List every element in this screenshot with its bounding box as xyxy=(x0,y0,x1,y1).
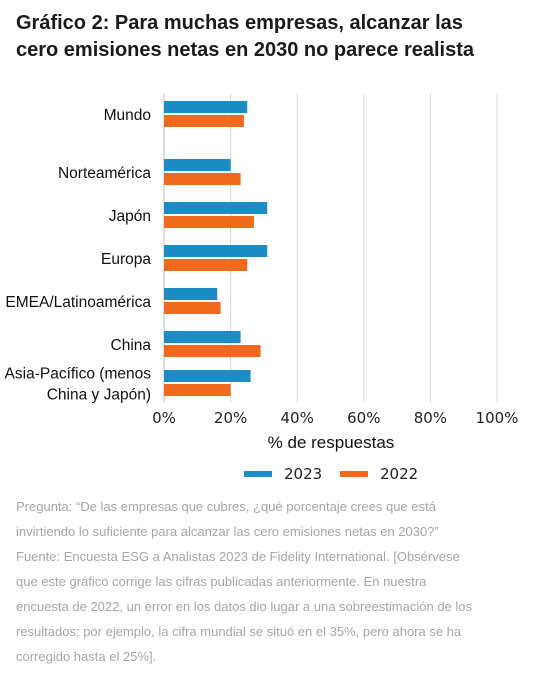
category-label: Japón xyxy=(109,208,151,225)
bar-2022 xyxy=(164,259,248,271)
footnote-line: Fuente: Encuesta ESG a Analistas 2023 de… xyxy=(16,549,460,564)
x-tick-label: 80% xyxy=(414,409,447,427)
category-label: Mundo xyxy=(104,107,151,124)
footnote-line: invirtiendo lo suficiente para alcanzar … xyxy=(16,524,439,539)
bar-2022 xyxy=(164,384,231,396)
chart-title-line-1: Gráfico 2: Para muchas empresas, alcanza… xyxy=(16,12,463,34)
bar-2022 xyxy=(164,216,254,228)
category-label: China xyxy=(111,337,152,354)
chart-title: Gráfico 2: Para muchas empresas, alcanza… xyxy=(16,10,526,64)
x-tick-label: 100% xyxy=(476,409,519,427)
bar-2022 xyxy=(164,345,261,357)
chart-title-line-2: cero emisiones netas en 2030 no parece r… xyxy=(16,39,475,61)
footnote-line: que este gráfico corrige las cifras publ… xyxy=(16,574,427,589)
footnote-line: resultados; por ejemplo, la cifra mundia… xyxy=(16,624,462,639)
bar-2023 xyxy=(164,288,218,300)
x-tick-label: 0% xyxy=(152,409,176,427)
category-label: Europa xyxy=(101,251,151,268)
bar-2023 xyxy=(164,101,248,113)
x-tick-labels: 0% 20% 40% 60% 80% 100% xyxy=(152,409,518,427)
bar-2023 xyxy=(164,331,241,343)
bar-2023 xyxy=(164,245,268,257)
footnote: Pregunta: “De las empresas que cubres, ¿… xyxy=(16,494,526,669)
x-tick-label: 20% xyxy=(214,409,247,427)
legend: 2023 2022 xyxy=(244,465,418,483)
legend-label: 2022 xyxy=(380,465,418,483)
bars xyxy=(164,101,268,396)
x-axis-label: % de respuestas xyxy=(268,433,395,452)
legend-label: 2023 xyxy=(284,465,322,483)
bar-2022 xyxy=(164,115,244,127)
bar-2022 xyxy=(164,173,241,185)
bar-2023 xyxy=(164,370,251,382)
legend-swatch-2023 xyxy=(244,471,272,477)
bar-2023 xyxy=(164,159,231,171)
bar-2022 xyxy=(164,302,221,314)
footnote-line: corregido hasta el 25%]. xyxy=(16,649,157,664)
category-label: Asia-Pacífico (menos xyxy=(5,366,152,383)
footnote-line: encuesta de 2022, un error en los datos … xyxy=(16,599,473,614)
category-label: EMEA/Latinoamérica xyxy=(5,294,151,311)
legend-swatch-2022 xyxy=(340,471,368,477)
bar-chart: Mundo Norteamérica Japón Europa EMEA/Latinoa… xyxy=(5,94,518,483)
category-label: China y Japón) xyxy=(47,387,151,404)
x-tick-label: 40% xyxy=(281,409,314,427)
category-labels: Mundo Norteamérica Japón Europa EMEA/Latinoa… xyxy=(5,107,152,404)
x-tick-label: 60% xyxy=(347,409,380,427)
bar-2023 xyxy=(164,202,268,214)
category-label: Norteamérica xyxy=(58,165,151,182)
footnote-line: Pregunta: “De las empresas que cubres, ¿… xyxy=(16,499,436,514)
